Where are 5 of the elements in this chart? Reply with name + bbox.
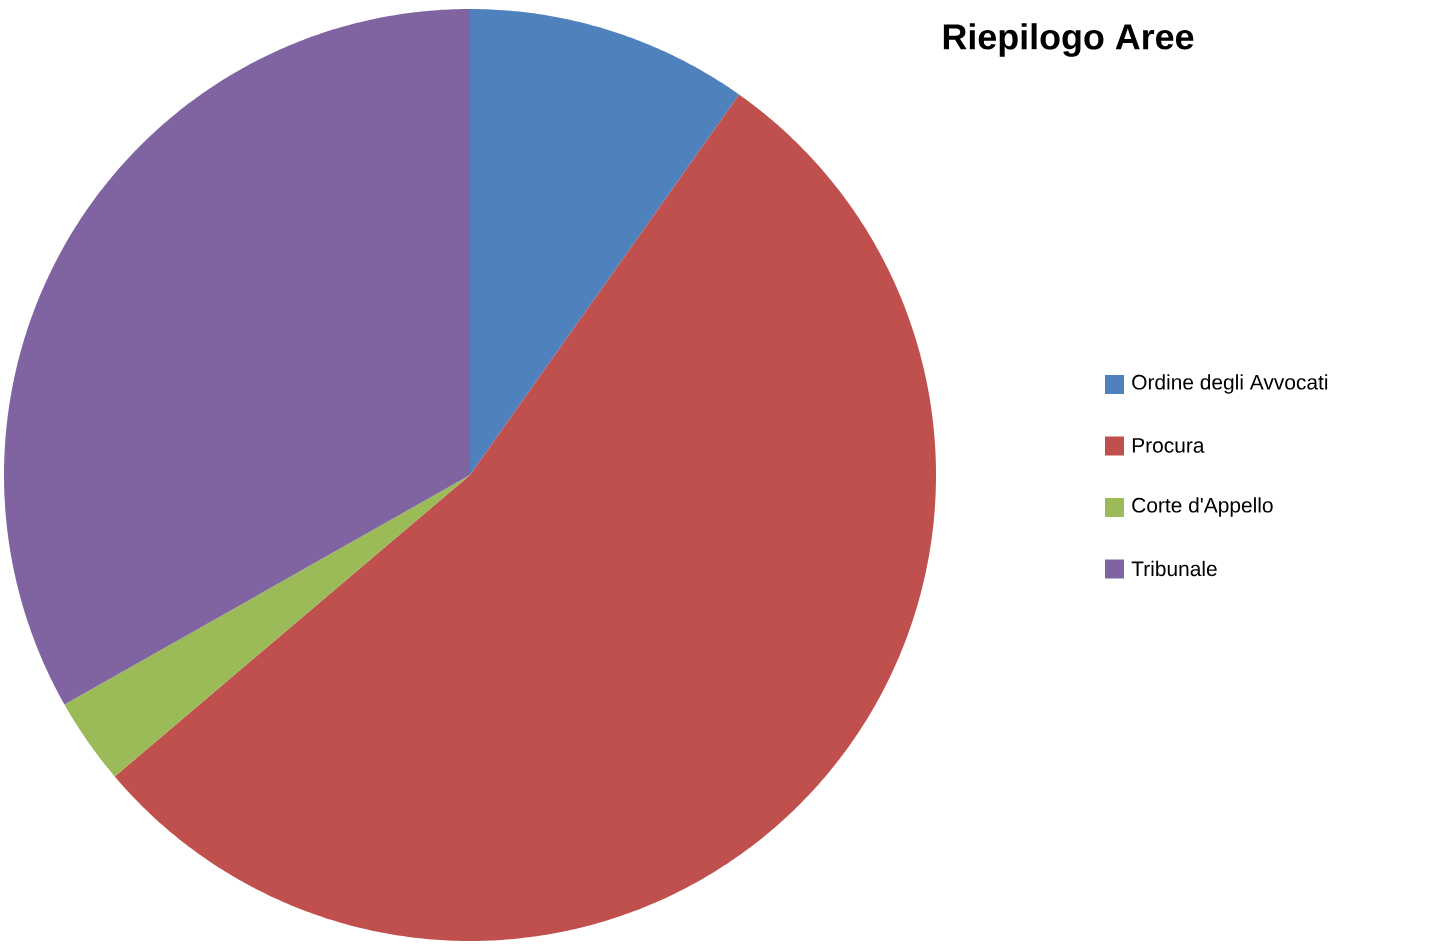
- legend-label: Corte d'Appello: [1132, 497, 1273, 517]
- chart-title: Riepilogo Aree: [943, 23, 1194, 57]
- legend-label: Procura: [1132, 438, 1205, 453]
- legend-label: Tribunale: [1131, 560, 1217, 577]
- legend-label: Ordine degli Avvocati: [1132, 374, 1328, 394]
